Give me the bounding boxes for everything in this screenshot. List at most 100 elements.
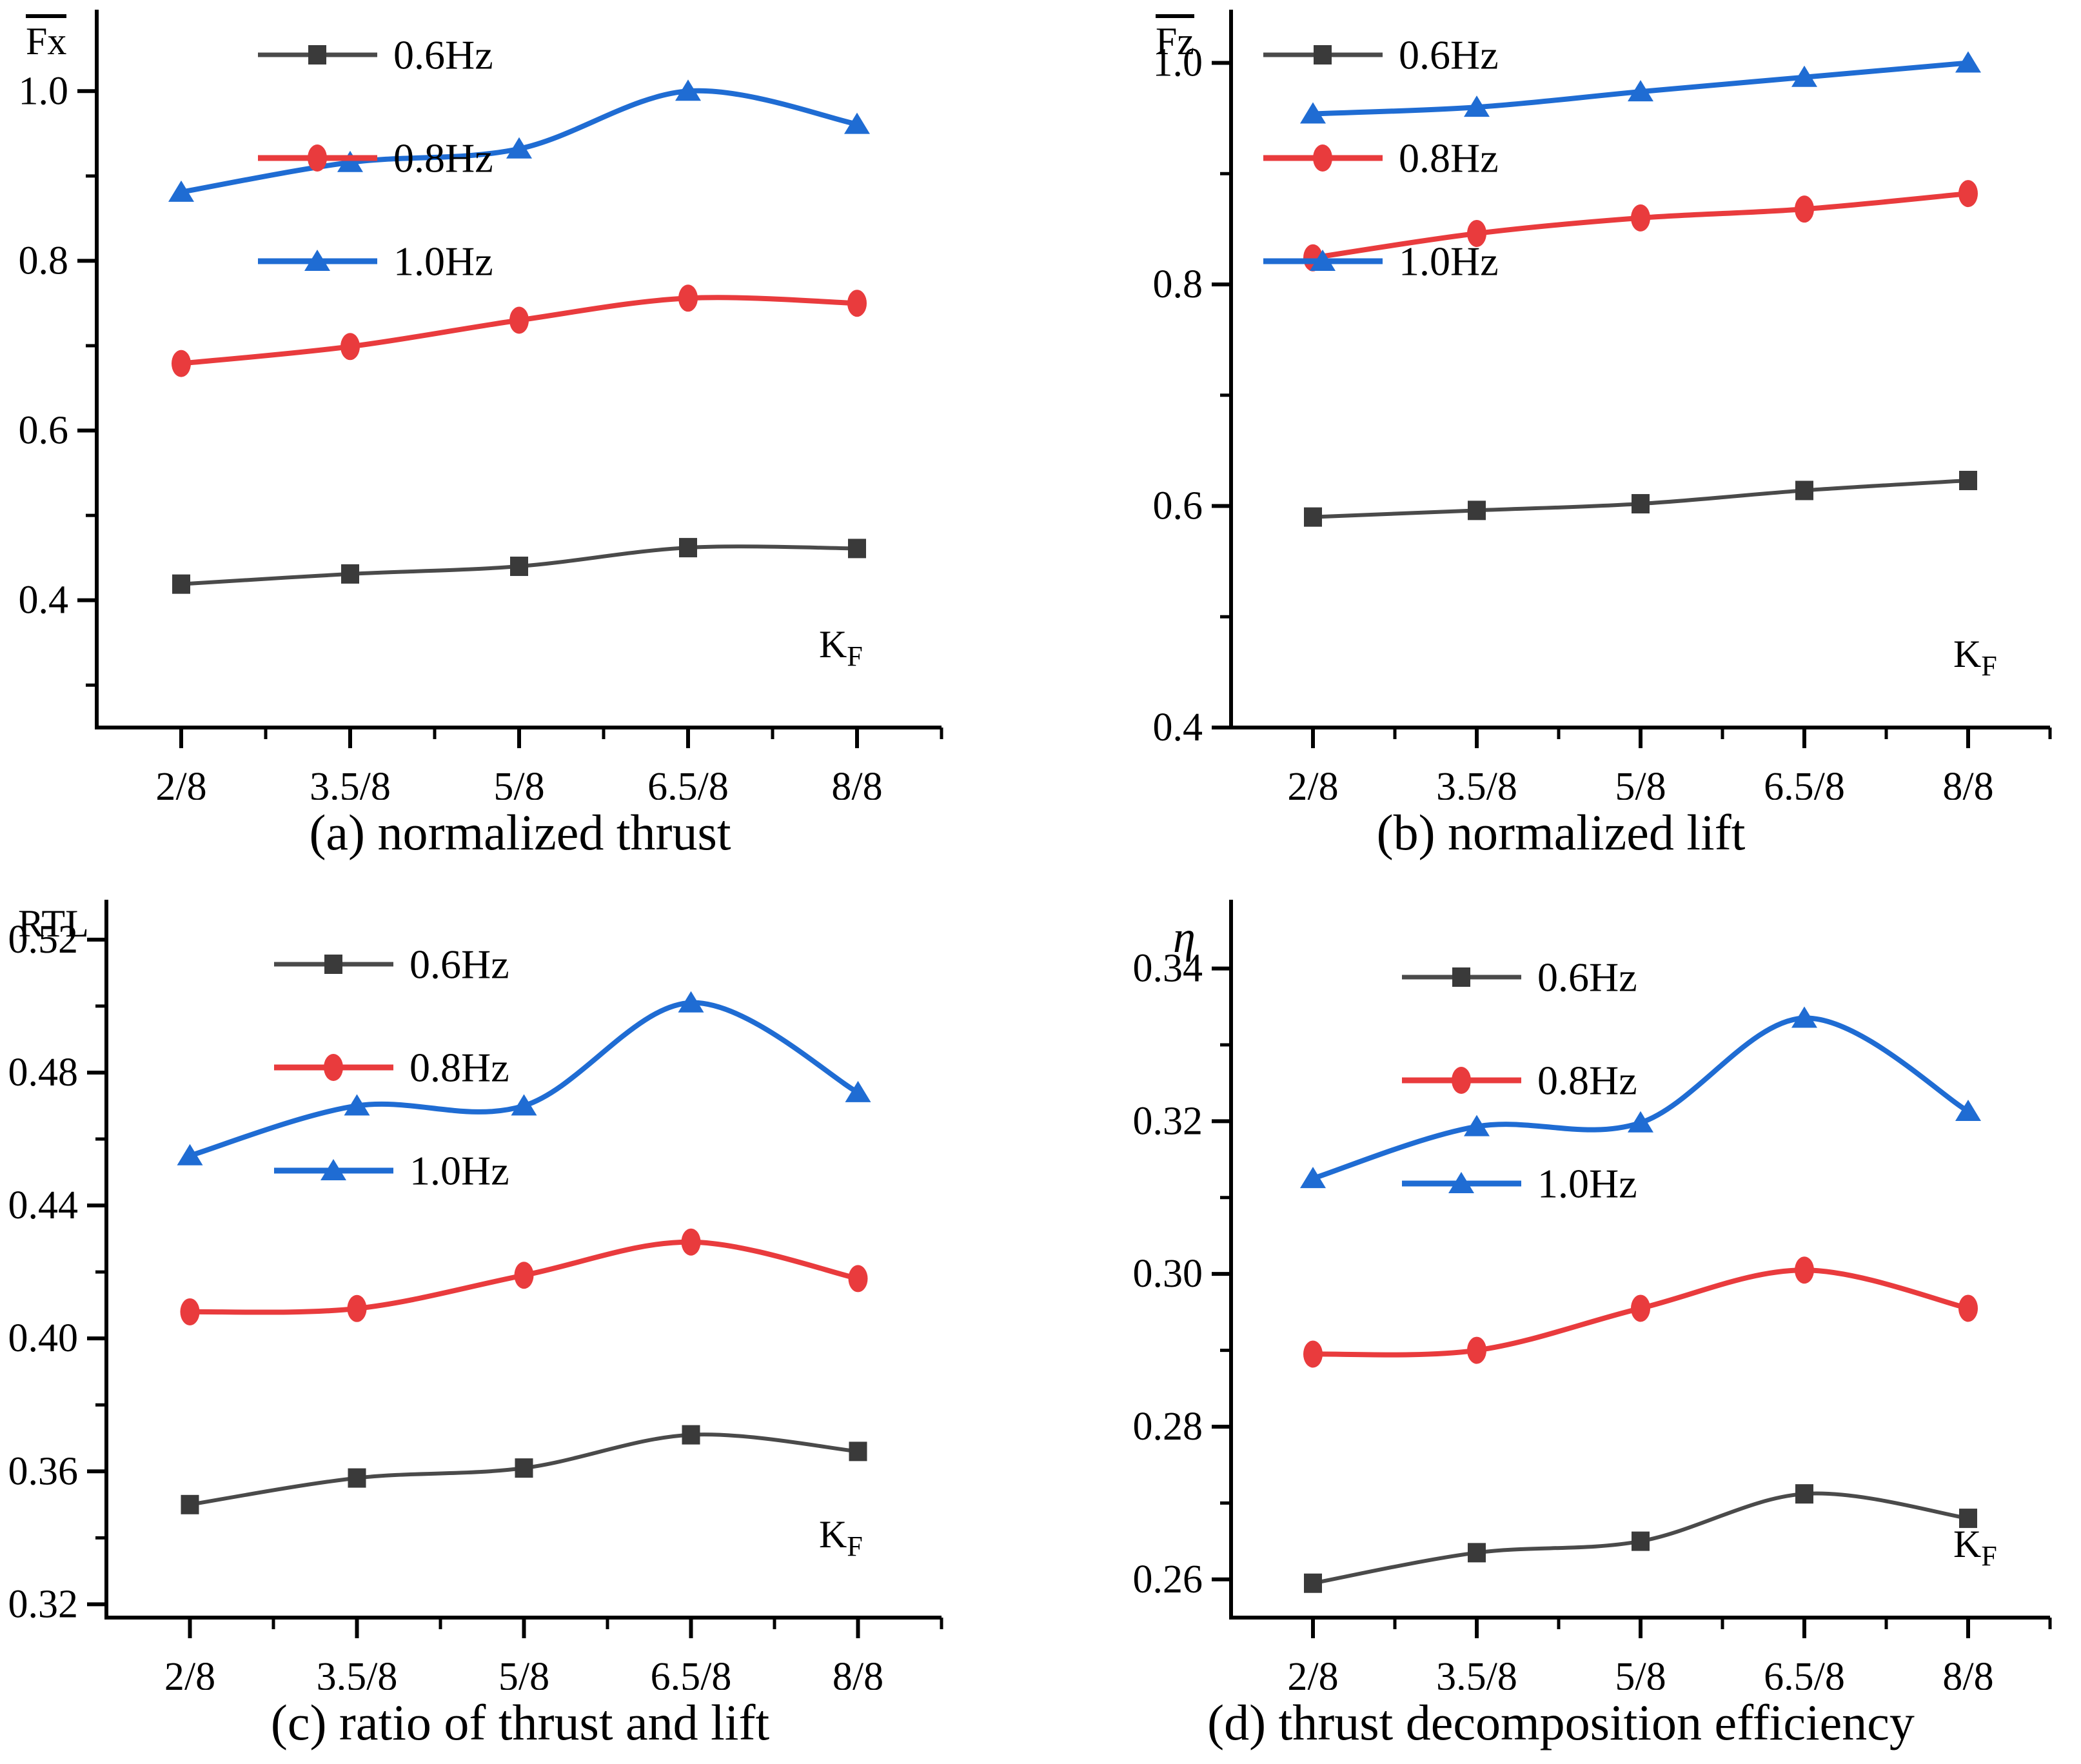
data-point-marker — [324, 1054, 343, 1081]
caption-d: (d) thrust decomposition efficiency — [1207, 1694, 1915, 1750]
legend-label: 0.6Hz — [409, 942, 509, 987]
data-point-marker — [1464, 95, 1490, 117]
chart-panel-d: 0.26 0.28 0.30 0.32 0.34 2/8 3.5/8 5/8 6.5/8 8/8 0… — [1041, 890, 2081, 1764]
data-point-marker — [1955, 1099, 1981, 1121]
data-point-marker — [1631, 1294, 1650, 1322]
y-tick-label: 0.36 — [8, 1449, 79, 1493]
series-1.0Hz — [177, 991, 871, 1165]
data-point-marker — [172, 574, 190, 594]
data-point-marker — [1452, 1067, 1471, 1094]
legend-label: 0.8Hz — [393, 135, 493, 181]
series-0.8Hz — [180, 1228, 868, 1325]
series-1.0Hz — [1300, 51, 1981, 124]
chart-svg-c: 0.32 0.36 0.40 0.44 0.48 0.52 2/8 3.5/8 5/8 6.5/8… — [8, 900, 943, 1690]
y-axis-label-text-b: Fz — [1156, 14, 1194, 63]
data-point-marker — [1300, 1167, 1326, 1189]
x-axis-label-sub-c: F — [847, 1531, 863, 1562]
data-point-marker — [1313, 144, 1332, 172]
x-axis-label-sub-a: F — [847, 640, 863, 672]
y-tick-label: 0.32 — [8, 1582, 79, 1626]
chart-panel-c: 0.32 0.36 0.40 0.44 0.48 0.52 2/8 3.5/8 5/8 6.5/8… — [0, 890, 1040, 1764]
legend: 0.6Hz 0.8Hz 1.0Hz — [258, 32, 493, 284]
y-tick-label: 0.40 — [8, 1316, 79, 1360]
x-tick-label: 6.5/8 — [651, 1655, 732, 1690]
axes: 0.26 0.28 0.30 0.32 0.34 2/8 3.5/8 5/8 6.5/8 8/8 — [1133, 900, 2052, 1690]
series-1.0Hz — [168, 79, 870, 202]
x-axis-label-d: KF — [1953, 1522, 1997, 1572]
series-0.8Hz — [172, 284, 867, 377]
data-point-marker — [1304, 507, 1322, 527]
data-point-marker — [845, 1080, 871, 1102]
x-tick-label: 8/8 — [1942, 765, 1993, 800]
x-tick-label: 6.5/8 — [647, 765, 729, 800]
x-axis-label-b: KF — [1953, 632, 1997, 682]
chart-panel-a: 0.4 0.6 0.8 1.0 2/8 3.5/8 5/8 6.5/8 8/8 0.6Hz 0.8H… — [0, 0, 1040, 874]
x-axis-label-sub-b: F — [1981, 650, 1997, 682]
axes: 0.4 0.6 0.8 1.0 2/8 3.5/8 5/8 6.5/8 8/8 — [19, 10, 943, 800]
x-tick-label: 5/8 — [493, 765, 544, 800]
data-point-marker — [848, 539, 866, 559]
legend-label: 0.6Hz — [393, 32, 493, 78]
x-axis-label-base-d: K — [1953, 1523, 1982, 1565]
data-point-marker — [844, 112, 870, 134]
chart-svg-b: 0.4 0.6 0.8 1.0 2/8 3.5/8 5/8 6.5/8 8/8 0.6Hz 0.8H… — [1153, 10, 2052, 800]
data-point-marker — [308, 45, 326, 64]
y-tick-label: 0.6 — [19, 409, 69, 453]
data-point-marker — [1304, 1573, 1322, 1593]
y-tick-label: 0.6 — [1153, 484, 1203, 528]
y-axis-label-c: RTL — [18, 903, 89, 944]
series-0.6Hz — [1304, 470, 1977, 527]
y-axis-label-d: η — [1173, 915, 1196, 960]
data-point-marker — [514, 1262, 534, 1289]
caption-b: (b) normalized lift — [1376, 804, 1746, 860]
caption-a: (a) normalized thrust — [309, 804, 731, 860]
data-point-marker — [849, 1442, 867, 1462]
data-point-marker — [510, 557, 528, 577]
data-point-marker — [180, 1298, 200, 1325]
legend-label: 0.8Hz — [1537, 1058, 1637, 1104]
chart-svg-a: 0.4 0.6 0.8 1.0 2/8 3.5/8 5/8 6.5/8 8/8 0.6Hz 0.8H… — [19, 10, 943, 800]
data-point-marker — [324, 955, 342, 974]
data-point-marker — [848, 1265, 868, 1293]
data-point-marker — [181, 1494, 199, 1514]
legend-label: 1.0Hz — [409, 1148, 509, 1194]
data-point-marker — [1628, 1111, 1653, 1133]
data-point-marker — [678, 991, 704, 1013]
data-point-marker — [1632, 494, 1650, 514]
x-tick-label: 8/8 — [833, 1655, 883, 1690]
chart-panel-b: 0.4 0.6 0.8 1.0 2/8 3.5/8 5/8 6.5/8 8/8 0.6Hz 0.8H… — [1041, 0, 2081, 874]
x-tick-label: 8/8 — [831, 765, 882, 800]
legend-label: 1.0Hz — [393, 239, 493, 284]
x-tick-label: 3.5/8 — [310, 765, 391, 800]
data-point-marker — [847, 290, 867, 317]
y-tick-label: 1.0 — [1153, 41, 1203, 84]
data-point-marker — [172, 350, 191, 377]
x-tick-label: 2/8 — [1287, 1655, 1338, 1690]
data-point-marker — [1795, 1256, 1814, 1284]
legend-label: 0.8Hz — [1399, 135, 1499, 181]
legend-label: 1.0Hz — [1537, 1161, 1637, 1207]
y-tick-label: 0.4 — [1153, 706, 1203, 749]
data-point-marker — [1791, 1006, 1817, 1028]
x-axis-label-sub-d: F — [1981, 1540, 1997, 1572]
data-point-marker — [1795, 1484, 1813, 1504]
y-axis-label-text-a: Fx — [26, 14, 67, 63]
data-point-marker — [1468, 1543, 1486, 1563]
data-point-marker — [1631, 204, 1650, 232]
series-1.0Hz — [1300, 1006, 1981, 1189]
data-point-marker — [679, 538, 697, 558]
y-tick-label: 0.48 — [8, 1051, 79, 1095]
legend: 0.6Hz 0.8Hz 1.0Hz — [1402, 955, 1637, 1207]
data-point-marker — [304, 250, 330, 271]
data-point-marker — [1958, 1294, 1978, 1322]
axes: 0.4 0.6 0.8 1.0 2/8 3.5/8 5/8 6.5/8 8/8 — [1153, 10, 2052, 800]
x-tick-label: 6.5/8 — [1764, 765, 1845, 800]
series-0.6Hz — [1304, 1484, 1977, 1593]
data-point-marker — [511, 1094, 537, 1116]
series-0.8Hz — [1303, 1256, 1978, 1368]
x-axis-label-c: KF — [819, 1512, 863, 1563]
x-axis-label-base-c: K — [819, 1513, 847, 1556]
data-point-marker — [1795, 481, 1813, 500]
y-tick-label: 0.28 — [1133, 1405, 1203, 1449]
data-point-marker — [177, 1144, 203, 1165]
